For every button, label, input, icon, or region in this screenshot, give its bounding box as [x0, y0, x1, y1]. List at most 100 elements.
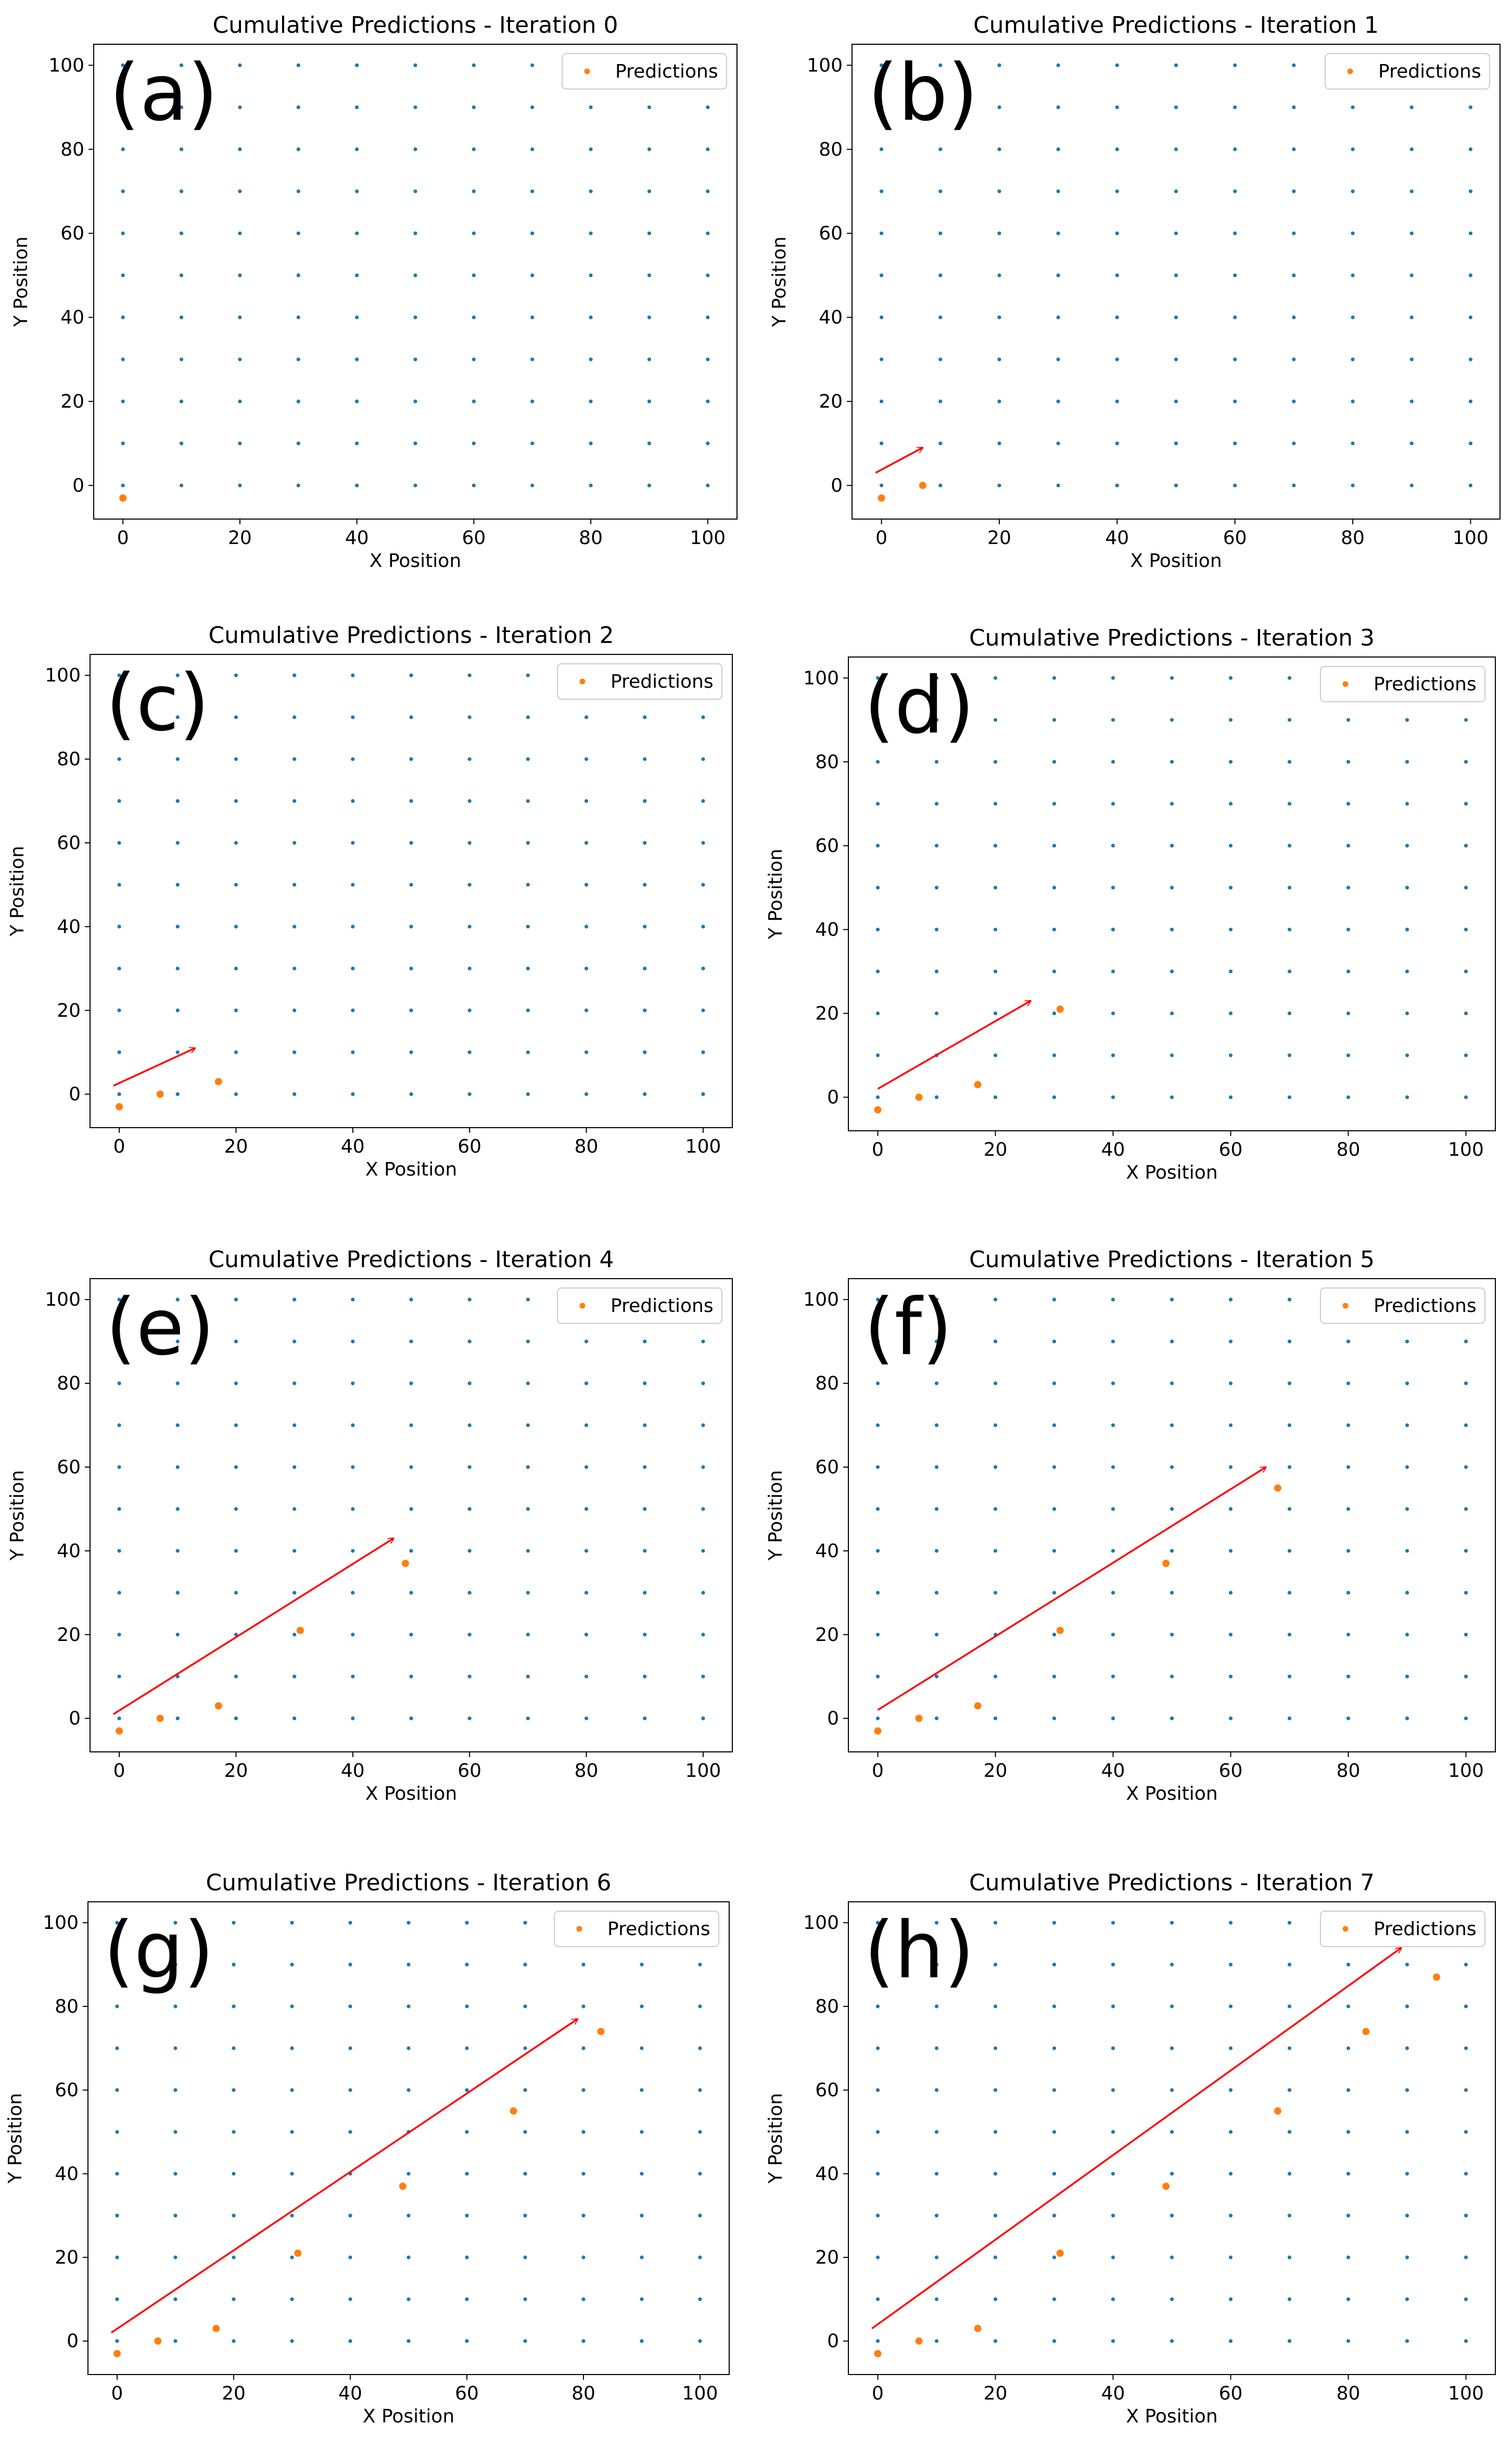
grid-point	[1409, 273, 1414, 277]
grid-point	[1346, 2214, 1351, 2218]
grid-point	[117, 966, 121, 970]
chart-panel-b: Cumulative Predictions - Iteration 1 0 20 4…	[769, 12, 1501, 572]
grid-point	[1170, 718, 1174, 722]
grid-point	[293, 1008, 297, 1013]
grid-point	[117, 1674, 121, 1678]
x-tick-label: 40	[338, 2383, 362, 2404]
grid-point	[993, 1507, 998, 1511]
grid-point	[875, 2046, 880, 2050]
grid-point	[879, 189, 884, 194]
grid-point	[472, 273, 476, 277]
grid-point	[1468, 399, 1473, 403]
grid-point	[1346, 2297, 1351, 2301]
grid-point	[640, 2046, 644, 2050]
grid-point	[1170, 1465, 1174, 1469]
prediction-point	[597, 2028, 605, 2036]
grid-point	[296, 315, 300, 320]
y-tick-label: 0	[69, 1708, 81, 1729]
grid-point	[1052, 1011, 1057, 1016]
grid-point	[1292, 63, 1296, 67]
grid-point	[1228, 969, 1233, 974]
grid-point	[351, 1092, 355, 1096]
legend-box	[1320, 1287, 1485, 1324]
grid-point	[1170, 1590, 1174, 1595]
grid-point	[701, 882, 705, 887]
prediction-point	[974, 1081, 982, 1089]
grid-point	[467, 1423, 472, 1428]
grid-point	[293, 841, 297, 845]
grid-point	[467, 1050, 472, 1054]
grid-point	[117, 1716, 121, 1721]
grid-point	[530, 105, 535, 109]
grid-point	[1115, 147, 1119, 151]
y-tick-label: 100	[803, 1289, 839, 1310]
grid-point	[1170, 1011, 1174, 1016]
prediction-point	[116, 1103, 123, 1110]
x-tick-label: 40	[1101, 1139, 1125, 1160]
grid-point	[1409, 189, 1414, 194]
grid-point	[581, 2088, 586, 2092]
grid-point	[1468, 189, 1473, 194]
grid-point	[526, 1050, 530, 1054]
grid-point	[875, 1674, 880, 1678]
x-axis-label: X Position	[365, 1783, 457, 1804]
grid-point	[467, 757, 472, 761]
grid-point	[1287, 718, 1292, 722]
grid-point	[1287, 1465, 1292, 1469]
grid-point	[1115, 441, 1119, 446]
grid-point	[1170, 1053, 1174, 1057]
grid-point	[584, 1674, 589, 1678]
legend-label: Predictions	[1374, 674, 1477, 695]
grid-point	[1170, 760, 1174, 764]
grid-point	[175, 1674, 180, 1678]
grid-point	[530, 147, 535, 151]
grid-point	[934, 886, 939, 890]
grid-point	[1287, 1381, 1292, 1385]
chart-title: Cumulative Predictions - Iteration 5	[969, 1246, 1375, 1273]
y-tick-label: 100	[48, 55, 84, 76]
grid-point	[698, 2339, 702, 2343]
grid-point	[348, 2088, 352, 2092]
grid-point	[1170, 1095, 1174, 1100]
grid-point	[1056, 483, 1060, 488]
grid-point	[701, 1340, 705, 1344]
grid-point	[643, 1549, 647, 1553]
grid-point	[1052, 969, 1057, 974]
grid-point	[173, 1962, 177, 1967]
grid-point	[234, 1297, 238, 1302]
grid-point	[875, 927, 880, 932]
grid-point	[581, 2171, 586, 2176]
legend-box	[557, 663, 722, 700]
prediction-point	[1274, 1484, 1281, 1492]
grid-point	[879, 399, 884, 403]
grid-point	[121, 399, 125, 403]
grid-point	[409, 1092, 413, 1096]
grid-point	[698, 2088, 702, 2092]
grid-point	[997, 483, 1001, 488]
grid-point	[523, 2130, 527, 2134]
grid-point	[643, 1590, 647, 1595]
grid-point	[293, 1050, 297, 1054]
grid-point	[115, 2297, 119, 2301]
grid-point	[1111, 1053, 1115, 1057]
grid-point	[934, 1590, 939, 1595]
grid-point	[1052, 843, 1057, 848]
grid-point	[467, 1465, 472, 1469]
x-tick-label: 40	[1105, 527, 1129, 549]
grid-point	[1228, 2297, 1233, 2301]
grid-point	[234, 1050, 238, 1054]
grid-point	[290, 2046, 294, 2050]
grid-point	[1346, 1053, 1351, 1057]
grid-point	[115, 2088, 119, 2092]
y-tick-label: 60	[815, 2080, 839, 2101]
prediction-point	[974, 1702, 982, 1710]
grid-point	[175, 715, 180, 719]
grid-point	[1405, 802, 1409, 806]
grid-point	[409, 1381, 413, 1385]
grid-point	[232, 2214, 236, 2218]
y-axis-label: Y Position	[765, 2093, 786, 2184]
grid-point	[643, 1507, 647, 1511]
grid-point	[173, 2214, 177, 2218]
grid-point	[467, 1092, 472, 1096]
grid-point	[1115, 189, 1119, 194]
